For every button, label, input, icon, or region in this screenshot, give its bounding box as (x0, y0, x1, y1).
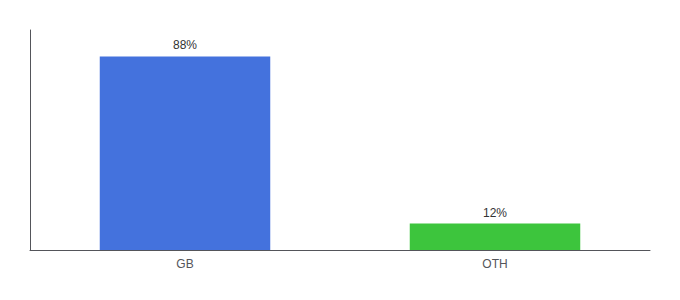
svg-text:12%: 12% (483, 206, 507, 220)
svg-text:OTH: OTH (482, 257, 507, 271)
svg-text:GB: GB (176, 257, 193, 271)
svg-text:88%: 88% (173, 38, 197, 52)
